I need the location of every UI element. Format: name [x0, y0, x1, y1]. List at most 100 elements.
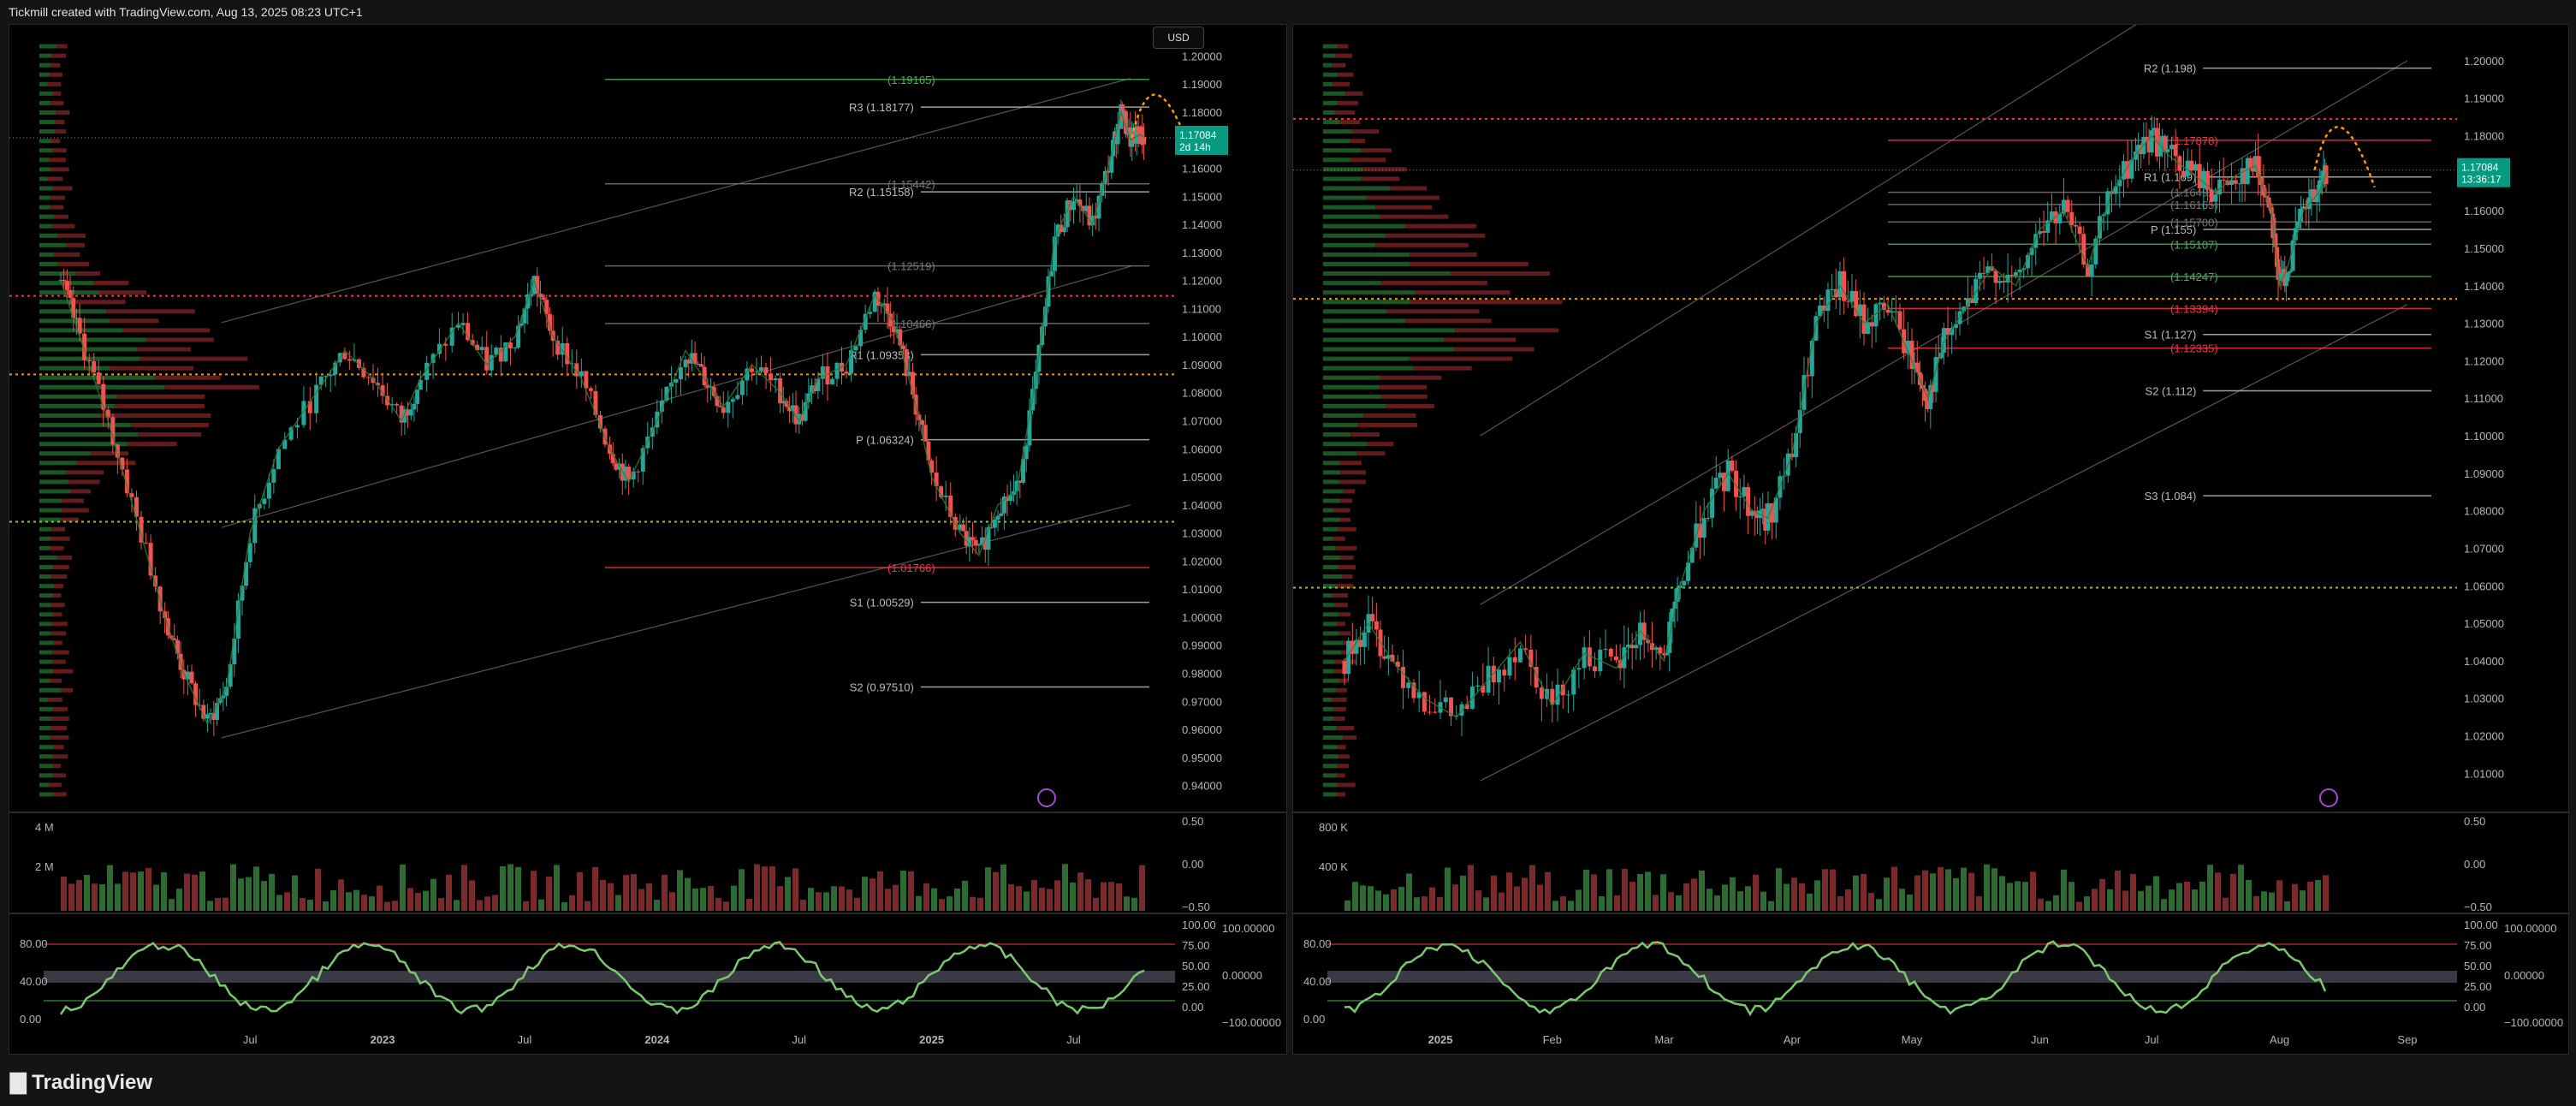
right-chart-svg[interactable]: R2 (1.198)R1 (1.169)P (1.155)S1 (1.127)S… — [1293, 0, 2568, 1054]
y-tick-label: 1.06000 — [1182, 443, 1222, 455]
volume-bar — [1537, 884, 1543, 911]
x-tick-label: Jul — [518, 1033, 532, 1046]
volume-bar — [1753, 874, 1759, 911]
volume-profile-up-bar — [39, 479, 68, 485]
volume-bar — [2300, 890, 2306, 911]
volume-profile-up-bar — [39, 526, 52, 532]
volume-profile-up-bar — [1323, 337, 1445, 342]
volume-bar — [415, 892, 421, 911]
volume-bar — [2146, 885, 2152, 911]
volume-bar — [2253, 895, 2259, 911]
volume-profile-up-bar — [39, 536, 51, 541]
candle-body — [262, 498, 267, 504]
volume-bar — [76, 880, 82, 911]
volume-tick: 400 K — [1319, 860, 1348, 873]
candle-body — [1634, 645, 1639, 649]
right-chart-panel[interactable]: R2 (1.198) R1 (1.169) P (1.155) S1 (1.127) S… — [1292, 0, 2569, 1055]
volume-bar — [1660, 874, 1666, 911]
volume-profile-up-bar — [39, 195, 51, 200]
volume-bar — [1062, 864, 1068, 911]
left-chart-svg[interactable]: R3 (1.18177) R2 (1.15158) R1 (1.09353) P (1… — [9, 25, 1286, 1054]
volume-profile-up-bar — [39, 470, 67, 475]
volume-profile-up-bar — [1323, 110, 1335, 115]
candle-body — [2280, 273, 2285, 281]
volume-profile-up-bar — [39, 612, 53, 617]
y-tick-label: 1.15000 — [1182, 190, 1222, 203]
volume-profile-up-bar — [1323, 536, 1333, 541]
volume-profile-down-bar — [53, 706, 68, 711]
candle-body — [1725, 461, 1730, 491]
candle-body — [784, 401, 789, 407]
volume-profile-down-bar — [1455, 328, 1559, 333]
candle-body — [2033, 234, 2039, 248]
candle-body — [934, 473, 939, 487]
volume-profile-up-bar — [1323, 792, 1337, 797]
volume-profile-down-bar — [61, 498, 84, 503]
candle-body — [659, 401, 664, 412]
volume-bar — [2215, 872, 2221, 911]
volume-bar — [531, 871, 537, 911]
volume-profile-up-bar — [1323, 555, 1340, 560]
level-label: S2 (1.112) — [2146, 384, 2197, 397]
volume-profile-down-bar — [1333, 536, 1345, 541]
y-tick-label: 1.20000 — [1182, 50, 1222, 62]
candle-body — [1614, 656, 1618, 660]
y-tick-label: 1.06000 — [2464, 580, 2504, 592]
candle-body — [614, 463, 619, 470]
volume-bar — [1499, 892, 1505, 911]
candle-body — [939, 486, 944, 497]
candle-body — [597, 414, 602, 429]
candle-body — [2041, 230, 2046, 233]
candle-body — [531, 276, 537, 294]
volume-bar — [107, 865, 113, 911]
candle-body — [858, 330, 864, 347]
volume-profile-down-bar — [1338, 631, 1351, 636]
y-tick-label: 1.05000 — [1182, 471, 1222, 484]
volume-bar — [1116, 883, 1122, 911]
volume-bar — [2053, 895, 2059, 911]
candle-body — [361, 367, 366, 378]
candle-body — [2290, 240, 2295, 271]
volume-bar — [115, 883, 121, 911]
candle-body — [2013, 271, 2018, 276]
volume-bar — [400, 864, 406, 911]
candle-body — [1497, 669, 1502, 683]
volume-bar — [392, 901, 398, 911]
candle-body — [333, 362, 338, 375]
candle-body — [1845, 300, 1850, 302]
candle-body — [1014, 480, 1019, 491]
left-chart-panel[interactable]: R3 (1.18177) R2 (1.15158) R1 (1.09353) P (1… — [9, 24, 1287, 1055]
candle-body — [498, 348, 503, 362]
volume-bar — [1814, 880, 1820, 911]
volume-profile-up-bar — [1323, 669, 1335, 674]
y-tick-label: 1.13000 — [1182, 247, 1222, 259]
oscillator-left-tick: 40.00 — [20, 975, 48, 988]
volume-bar — [1868, 893, 1874, 911]
volume-profile-up-bar — [39, 158, 50, 163]
tradingview-logo[interactable]: ▇ TradingView — [10, 1070, 152, 1095]
volume-bar — [230, 864, 236, 911]
y-tick-label: 0.94000 — [1182, 780, 1222, 793]
volume-bar — [1124, 896, 1130, 911]
currency-button[interactable]: USD — [1153, 27, 1204, 49]
candle-body — [528, 294, 533, 295]
candle-body — [773, 378, 778, 381]
volume-bar — [484, 896, 490, 911]
candle-body — [2205, 170, 2211, 190]
candle-body — [519, 323, 524, 326]
volume-profile-down-bar — [55, 120, 65, 125]
volume-profile-up-bar — [1323, 442, 1368, 447]
candle-body — [535, 276, 540, 294]
candle-body — [926, 441, 931, 461]
volume-bar — [1791, 877, 1797, 911]
candle-body — [1881, 302, 1886, 310]
volume-bar — [654, 900, 660, 911]
candle-body — [2149, 130, 2154, 153]
candle-body — [228, 663, 233, 687]
volume-profile-up-bar — [1323, 432, 1351, 437]
volume-profile-down-bar — [1335, 53, 1352, 58]
candle-body — [415, 389, 420, 404]
y-tick-label: 1.04000 — [1182, 499, 1222, 512]
volume-profile-up-bar — [39, 423, 132, 428]
candle-body — [2312, 189, 2317, 203]
